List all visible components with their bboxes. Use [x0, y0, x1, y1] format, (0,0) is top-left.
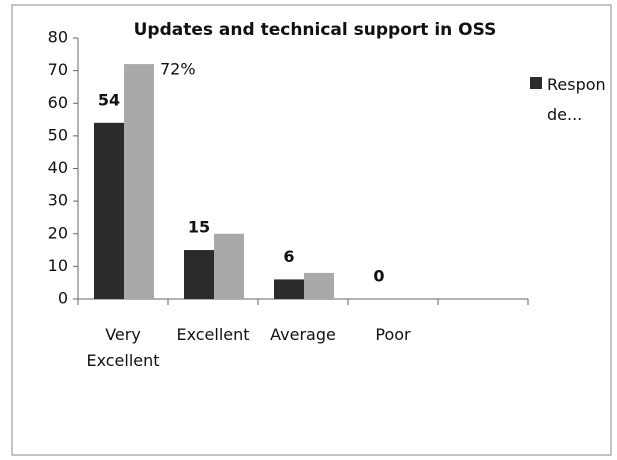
- x-tick-label: Excellent: [176, 325, 250, 344]
- y-tick-label: 10: [48, 256, 68, 275]
- bar: [184, 250, 214, 299]
- y-tick-label: 20: [48, 223, 68, 242]
- y-tick-label: 70: [48, 60, 68, 79]
- x-tick-label: Very Excellent: [86, 325, 160, 370]
- y-tick-label: 40: [48, 158, 68, 177]
- legend-label: Responde...: [547, 75, 606, 124]
- y-tick-label: 60: [48, 93, 68, 112]
- bar: [214, 233, 244, 299]
- data-label: 6: [283, 247, 294, 266]
- data-label: 72%: [160, 60, 196, 79]
- bar: [304, 272, 334, 299]
- bar: [94, 122, 124, 299]
- bar: [274, 279, 304, 299]
- legend-swatch: [530, 77, 542, 89]
- data-label: 0: [373, 267, 384, 286]
- y-tick-label: 30: [48, 191, 68, 210]
- data-label: 54: [98, 90, 120, 109]
- bar: [124, 64, 154, 299]
- data-label: 15: [188, 218, 210, 237]
- chart-frame: [11, 4, 612, 456]
- chart-title: Updates and technical support in OSS: [134, 20, 497, 40]
- y-tick-label: 80: [48, 28, 68, 47]
- y-tick-label: 50: [48, 125, 68, 144]
- y-tick-label: 0: [58, 289, 68, 308]
- x-tick-label: Poor: [375, 325, 411, 344]
- x-tick-label: Average: [270, 325, 336, 344]
